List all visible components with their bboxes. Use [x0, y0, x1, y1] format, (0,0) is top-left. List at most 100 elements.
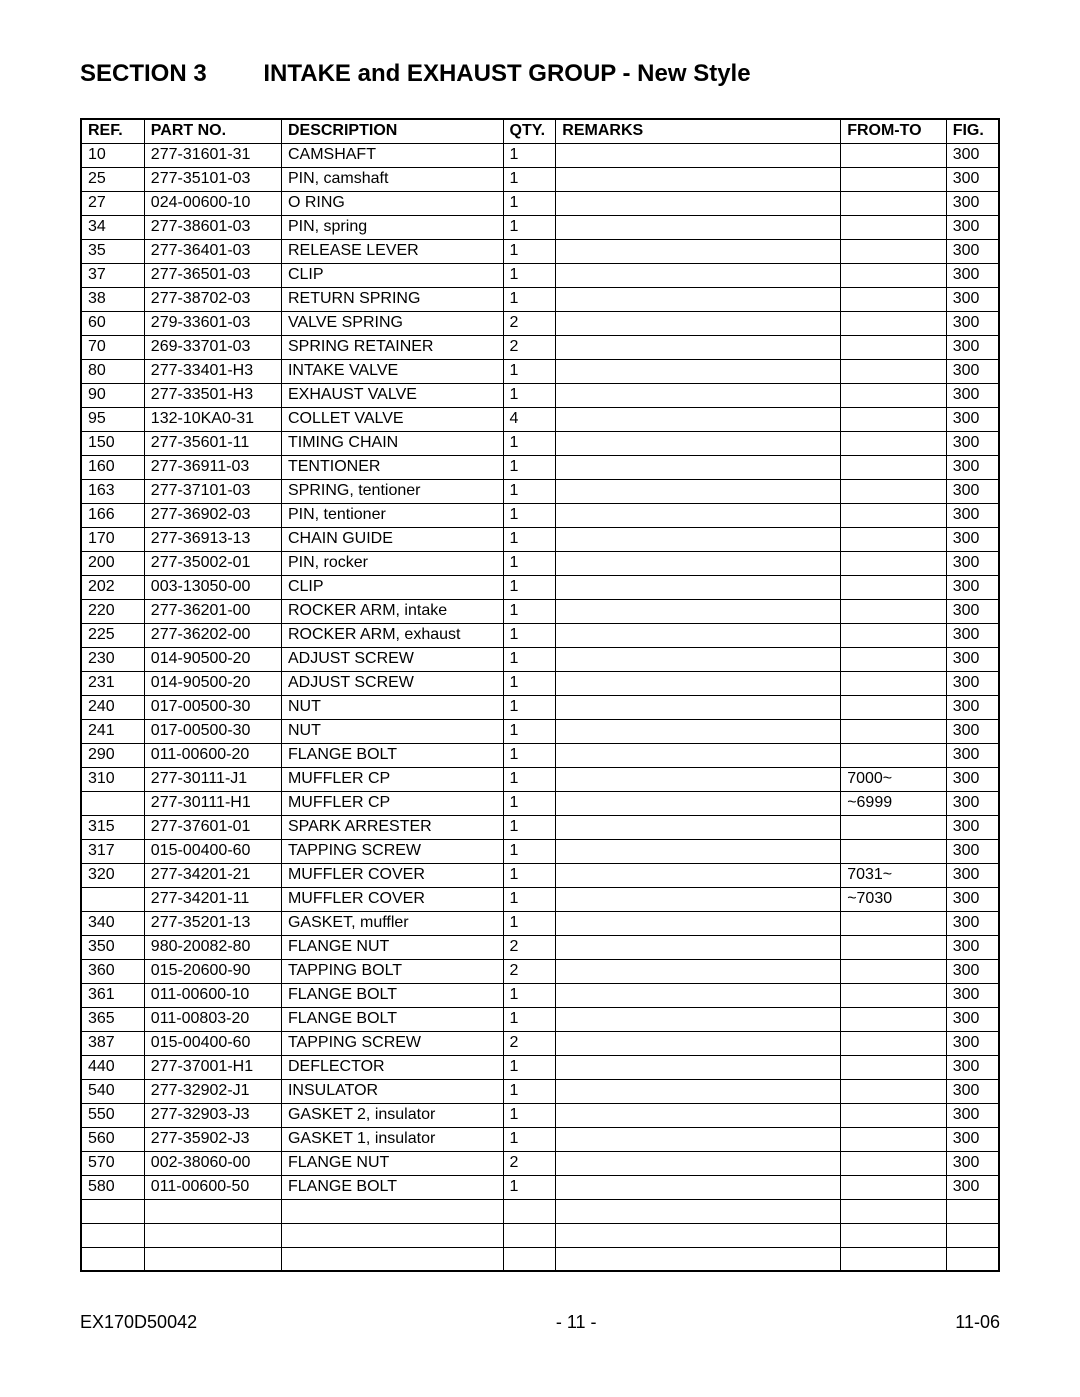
table-cell: 1 — [503, 455, 556, 479]
table-cell — [556, 503, 841, 527]
table-cell — [841, 1199, 947, 1223]
table-cell: 231 — [81, 671, 144, 695]
table-cell: 011-00600-10 — [144, 983, 281, 1007]
table-cell: 300 — [946, 527, 999, 551]
table-cell: CLIP — [281, 263, 503, 287]
table-cell: VALVE SPRING — [281, 311, 503, 335]
table-cell: 277-33401-H3 — [144, 359, 281, 383]
table-cell: 300 — [946, 599, 999, 623]
table-cell: 1 — [503, 791, 556, 815]
table-header-row: REF. PART NO. DESCRIPTION QTY. REMARKS F… — [81, 119, 999, 143]
table-cell — [556, 1031, 841, 1055]
table-cell: 011-00803-20 — [144, 1007, 281, 1031]
table-cell — [556, 623, 841, 647]
table-cell: 279-33601-03 — [144, 311, 281, 335]
table-cell — [556, 1079, 841, 1103]
table-cell: 300 — [946, 311, 999, 335]
table-cell — [556, 215, 841, 239]
table-cell: 300 — [946, 431, 999, 455]
table-row: 70269-33701-03SPRING RETAINER2300 — [81, 335, 999, 359]
table-cell — [556, 1007, 841, 1031]
table-cell: 300 — [946, 863, 999, 887]
table-row: 241017-00500-30NUT1300 — [81, 719, 999, 743]
table-cell: 300 — [946, 407, 999, 431]
table-cell: 1 — [503, 503, 556, 527]
table-row: 231014-90500-20ADJUST SCREW1300 — [81, 671, 999, 695]
table-cell: 300 — [946, 1007, 999, 1031]
table-cell: CHAIN GUIDE — [281, 527, 503, 551]
table-cell: 300 — [946, 647, 999, 671]
table-row: 320277-34201-21MUFFLER COVER17031~300 — [81, 863, 999, 887]
table-cell: 277-31601-31 — [144, 143, 281, 167]
table-cell — [841, 191, 947, 215]
table-cell: PIN, rocker — [281, 551, 503, 575]
table-cell: NUT — [281, 719, 503, 743]
table-cell: 300 — [946, 983, 999, 1007]
table-cell: 300 — [946, 695, 999, 719]
table-cell: 540 — [81, 1079, 144, 1103]
table-cell: 290 — [81, 743, 144, 767]
table-cell — [556, 719, 841, 743]
table-cell: 1 — [503, 599, 556, 623]
table-cell: 310 — [81, 767, 144, 791]
table-cell: 980-20082-80 — [144, 935, 281, 959]
table-cell — [841, 503, 947, 527]
table-cell — [841, 839, 947, 863]
table-cell — [841, 1223, 947, 1247]
table-cell: 017-00500-30 — [144, 719, 281, 743]
table-cell: 300 — [946, 287, 999, 311]
table-cell — [556, 887, 841, 911]
table-cell — [281, 1223, 503, 1247]
table-cell: 014-90500-20 — [144, 671, 281, 695]
table-cell: TENTIONER — [281, 455, 503, 479]
table-cell: 277-34201-21 — [144, 863, 281, 887]
section-label: SECTION 3 — [80, 60, 207, 88]
table-cell: 300 — [946, 335, 999, 359]
table-cell: O RING — [281, 191, 503, 215]
table-cell: 1 — [503, 647, 556, 671]
table-cell — [556, 839, 841, 863]
table-cell: 1 — [503, 1055, 556, 1079]
col-header-partno: PART NO. — [144, 119, 281, 143]
col-header-fromto: FROM-TO — [841, 119, 947, 143]
table-cell — [841, 959, 947, 983]
table-cell: 277-34201-11 — [144, 887, 281, 911]
table-cell: ~7030 — [841, 887, 947, 911]
table-cell — [144, 1223, 281, 1247]
table-cell — [841, 407, 947, 431]
table-cell: 300 — [946, 1103, 999, 1127]
table-row: 550277-32903-J3GASKET 2, insulator1300 — [81, 1103, 999, 1127]
table-row: 230014-90500-20ADJUST SCREW1300 — [81, 647, 999, 671]
table-cell: 1 — [503, 911, 556, 935]
table-cell: 015-00400-60 — [144, 1031, 281, 1055]
table-cell — [946, 1199, 999, 1223]
table-cell: ~6999 — [841, 791, 947, 815]
table-cell — [556, 143, 841, 167]
table-cell: 300 — [946, 815, 999, 839]
table-cell — [841, 599, 947, 623]
table-cell: 1 — [503, 839, 556, 863]
table-cell — [841, 311, 947, 335]
table-cell — [556, 527, 841, 551]
table-cell: 1 — [503, 143, 556, 167]
table-cell: 1 — [503, 815, 556, 839]
table-cell: 365 — [81, 1007, 144, 1031]
table-cell — [556, 191, 841, 215]
table-cell: 277-35201-13 — [144, 911, 281, 935]
table-row: 163277-37101-03SPRING, tentioner1300 — [81, 479, 999, 503]
table-cell: 277-36202-00 — [144, 623, 281, 647]
table-cell: 277-30111-J1 — [144, 767, 281, 791]
table-cell: 350 — [81, 935, 144, 959]
table-cell — [81, 1247, 144, 1271]
table-cell: FLANGE BOLT — [281, 1175, 503, 1199]
table-cell — [841, 671, 947, 695]
table-cell — [841, 167, 947, 191]
table-row — [81, 1199, 999, 1223]
table-cell: 570 — [81, 1151, 144, 1175]
table-cell: 277-35002-01 — [144, 551, 281, 575]
table-cell: 1 — [503, 1007, 556, 1031]
table-cell — [556, 335, 841, 359]
table-cell: 024-00600-10 — [144, 191, 281, 215]
table-cell: 1 — [503, 287, 556, 311]
table-cell — [841, 815, 947, 839]
